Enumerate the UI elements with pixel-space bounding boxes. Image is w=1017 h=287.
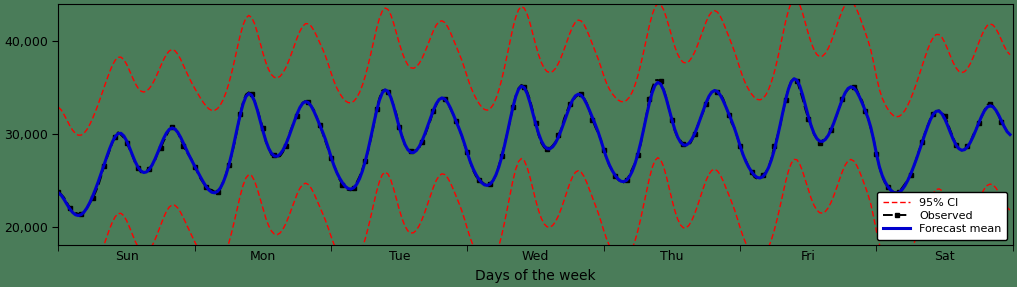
- Line: 95% CI: 95% CI: [58, 158, 1010, 287]
- 95% CI: [52, 265, 64, 269]
- Forecast mean: [847, 86, 859, 90]
- 95% CI: [589, 203, 601, 207]
- 95% CI: [652, 156, 664, 159]
- Line: Forecast mean: Forecast mean: [58, 79, 1010, 216]
- 95% CI: [265, 229, 278, 233]
- Observed: [847, 86, 859, 89]
- Observed: [75, 212, 87, 216]
- Forecast mean: [589, 123, 601, 126]
- Forecast mean: [340, 185, 352, 188]
- Forecast mean: [1004, 133, 1016, 136]
- Forecast mean: [52, 191, 64, 195]
- 95% CI: [1004, 208, 1016, 212]
- Observed: [340, 187, 352, 190]
- Forecast mean: [72, 214, 84, 217]
- Forecast mean: [788, 77, 800, 80]
- Legend: 95% CI, Observed, Forecast mean: 95% CI, Observed, Forecast mean: [877, 192, 1007, 240]
- Observed: [1004, 132, 1016, 136]
- 95% CI: [836, 170, 848, 173]
- 95% CI: [340, 261, 352, 264]
- Observed: [64, 206, 76, 210]
- 95% CI: [64, 281, 76, 285]
- Forecast mean: [265, 152, 278, 155]
- Observed: [265, 153, 278, 157]
- 95% CI: [847, 159, 859, 163]
- Observed: [52, 190, 64, 194]
- X-axis label: Days of the week: Days of the week: [475, 269, 596, 283]
- Forecast mean: [64, 207, 76, 211]
- Forecast mean: [836, 97, 848, 101]
- Observed: [589, 125, 601, 129]
- Line: Observed: Observed: [57, 77, 1012, 216]
- Observed: [788, 77, 800, 80]
- Observed: [836, 97, 848, 101]
